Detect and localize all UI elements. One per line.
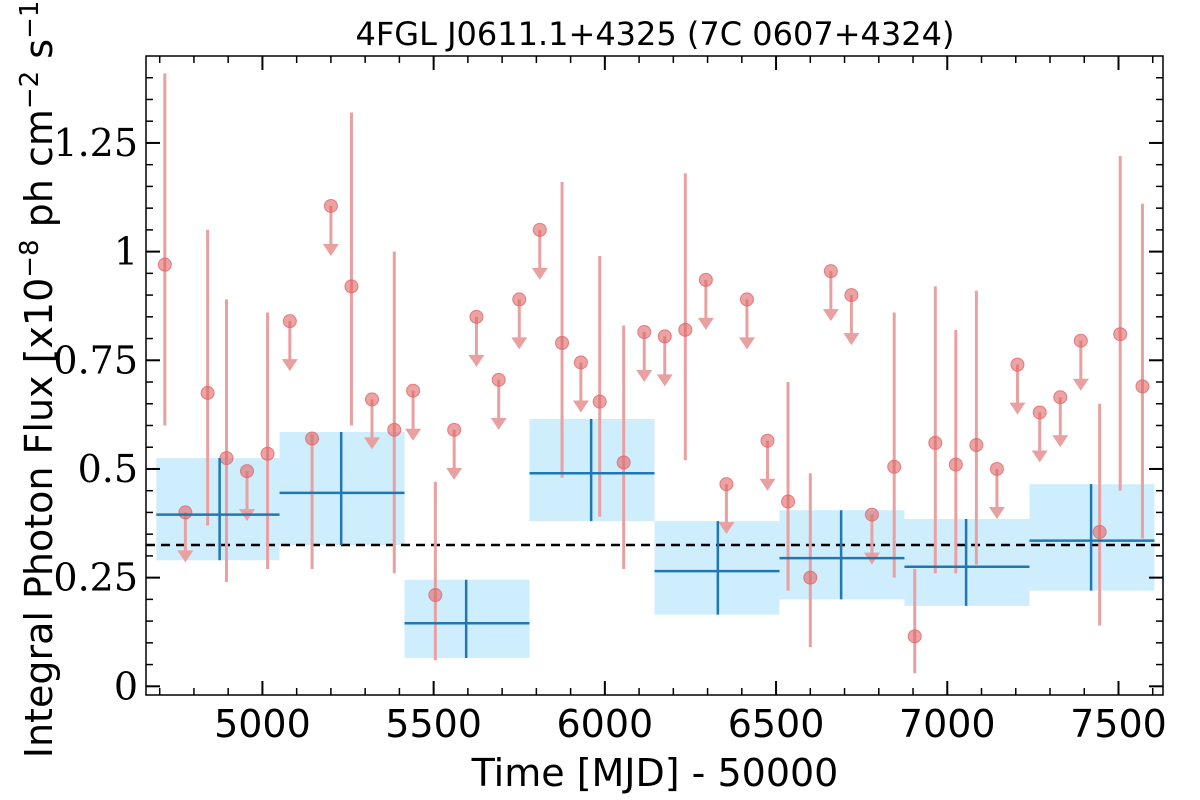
y-tick-label: 1 — [114, 230, 138, 274]
chart-title: 4FGL J0611.1+4325 (7C 0607+4324) — [356, 15, 955, 53]
detection-point — [969, 438, 984, 453]
upper-limit-arrow — [697, 317, 714, 330]
upper-limit-arrow — [364, 437, 380, 450]
detection-point — [781, 494, 796, 509]
upper-limit-arrow — [822, 309, 839, 322]
y-tick-label: 0.25 — [53, 556, 138, 600]
detection-point — [157, 257, 172, 272]
upper-limit-point — [1010, 357, 1025, 372]
upper-limit-point — [323, 198, 338, 213]
y-tick-label: 1.25 — [53, 121, 138, 165]
upper-limit-point — [989, 461, 1004, 476]
detection-point — [592, 394, 607, 409]
upper-limit-point — [739, 292, 754, 307]
upper-limit-point — [532, 222, 547, 237]
detection-point — [678, 322, 693, 337]
x-tick-label: 6000 — [556, 702, 653, 746]
detection-point — [928, 435, 943, 450]
upper-limit-arrow — [405, 428, 422, 441]
upper-limit-arrow — [636, 370, 653, 383]
upper-limit-arrow — [1072, 378, 1089, 391]
detection-point — [260, 446, 275, 461]
detection-point — [305, 431, 320, 446]
upper-limit-point — [844, 288, 859, 303]
upper-limit-point — [365, 392, 379, 407]
detection-point — [1135, 379, 1150, 394]
x-tick-label: 5000 — [214, 702, 311, 746]
detection-point — [1113, 327, 1128, 342]
y-axis-label: Integral Photon Flux [x10−8 ph cm−2 s−1] — [15, 0, 61, 758]
upper-limit-point — [573, 355, 588, 370]
detection-point — [344, 279, 359, 294]
upper-limit-arrow — [1031, 450, 1048, 463]
detection-point — [387, 422, 402, 437]
upper-limit-arrow — [759, 478, 776, 491]
upper-limit-point — [1032, 405, 1047, 420]
detection-point — [887, 459, 902, 474]
x-axis-label: Time [MJD] - 50000 — [471, 751, 839, 795]
detection-point — [555, 335, 570, 350]
upper-limit-point — [178, 505, 193, 520]
upper-limit-arrow — [468, 354, 485, 367]
x-tick-label: 7500 — [1070, 702, 1167, 746]
upper-limit-arrow — [322, 243, 339, 256]
upper-limit-point — [823, 264, 838, 279]
upper-limit-arrow — [843, 333, 860, 346]
y-tick-label: 0 — [114, 664, 138, 708]
upper-limit-arrow — [718, 522, 735, 535]
detection-point — [219, 451, 234, 466]
upper-limit-arrow — [446, 467, 463, 480]
upper-limit-point — [512, 292, 527, 307]
bin-error-box — [156, 458, 280, 561]
upper-limit-arrow — [656, 374, 673, 387]
y-tick-label: 0.5 — [78, 447, 138, 491]
upper-limit-point — [657, 329, 672, 344]
x-tick-label: 7000 — [899, 702, 996, 746]
upper-limit-arrow — [531, 267, 548, 280]
upper-limit-arrow — [738, 337, 755, 350]
upper-limit-point — [1053, 390, 1068, 405]
upper-limit-point — [447, 422, 462, 437]
detection-point — [616, 455, 631, 470]
detection-point — [1092, 524, 1107, 539]
upper-limit-arrow — [1009, 402, 1026, 415]
upper-limit-arrow — [177, 550, 194, 563]
x-tick-label: 6500 — [728, 702, 825, 746]
upper-limit-point — [698, 272, 713, 287]
detection-point — [428, 588, 443, 603]
detection-point — [907, 629, 922, 644]
upper-limit-point — [1073, 333, 1088, 348]
upper-limit-point — [719, 477, 734, 492]
detection-point — [803, 570, 818, 585]
upper-limit-point — [406, 383, 421, 398]
detection-point — [948, 457, 963, 472]
upper-limit-point — [491, 372, 506, 387]
upper-limit-point — [760, 433, 775, 448]
upper-limit-point — [637, 325, 652, 340]
y-tick-label: 0.75 — [53, 338, 138, 382]
x-tick-label: 5500 — [385, 702, 482, 746]
upper-limit-arrow — [988, 506, 1005, 519]
plot-frame — [145, 55, 1164, 696]
upper-limit-point — [240, 464, 255, 479]
upper-limit-point — [864, 507, 879, 522]
upper-limit-arrow — [490, 417, 507, 430]
detection-point — [200, 385, 215, 400]
upper-limit-point — [282, 314, 297, 329]
upper-limit-arrow — [511, 337, 528, 350]
upper-limit-point — [469, 309, 484, 324]
upper-limit-arrow — [572, 400, 589, 413]
upper-limit-arrow — [281, 359, 298, 372]
upper-limit-arrow — [1052, 435, 1069, 448]
